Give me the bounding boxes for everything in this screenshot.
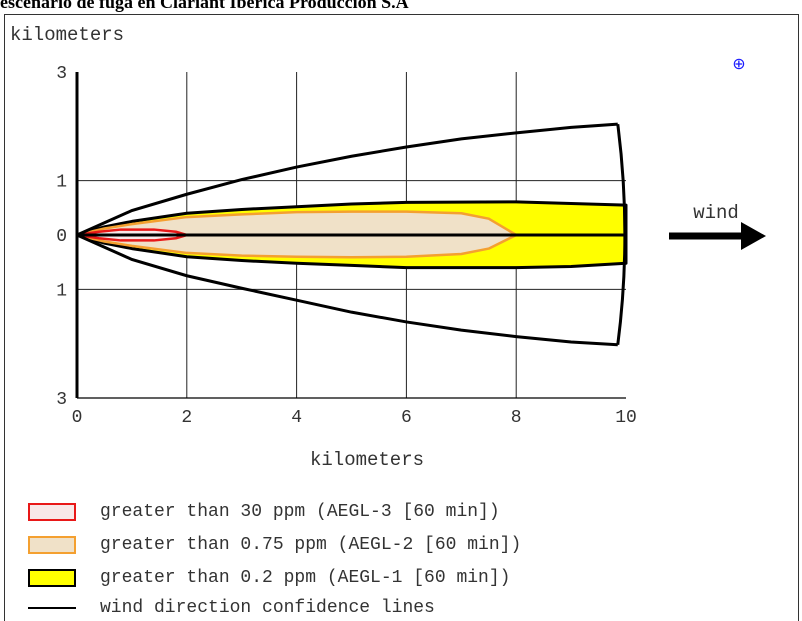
chart-axes bbox=[75, 72, 626, 399]
confidence-arc bbox=[616, 123, 627, 345]
page-title: escenario de fuga en Clariant Ibérica Pr… bbox=[0, 0, 409, 12]
legend-swatch bbox=[28, 503, 76, 521]
compass-icon: ⊕ bbox=[732, 54, 745, 73]
y-tick-label: 0 bbox=[56, 227, 67, 247]
x-tick-label: 6 bbox=[401, 408, 412, 428]
plot-frame bbox=[4, 14, 799, 621]
y-tick-label: 3 bbox=[56, 64, 67, 84]
x-tick-label: 10 bbox=[615, 408, 637, 428]
x-tick-label: 8 bbox=[511, 408, 522, 428]
legend-swatch bbox=[28, 536, 76, 554]
legend-label: greater than 0.75 ppm (AEGL-2 [60 min]) bbox=[100, 535, 522, 555]
y-axis-label: kilometers bbox=[10, 24, 124, 46]
confidence-lines bbox=[76, 122, 627, 347]
y-tick-label: 1 bbox=[56, 281, 67, 301]
legend-swatch bbox=[28, 569, 76, 587]
legend-label: greater than 30 ppm (AEGL-3 [60 min]) bbox=[100, 502, 500, 522]
x-tick-label: 0 bbox=[72, 408, 83, 428]
legend-label: greater than 0.2 ppm (AEGL-1 [60 min]) bbox=[100, 568, 511, 588]
confidence-line-lower bbox=[76, 233, 618, 347]
legend-line-swatch bbox=[28, 607, 76, 609]
wind-label: wind bbox=[693, 202, 739, 224]
y-tick-label: 3 bbox=[56, 390, 67, 410]
wind-arrow-icon bbox=[669, 222, 766, 250]
legend-label: wind direction confidence lines bbox=[100, 598, 435, 618]
x-axis-label: kilometers bbox=[310, 449, 424, 471]
x-tick-label: 2 bbox=[181, 408, 192, 428]
threat-zones bbox=[75, 200, 628, 270]
x-tick-label: 4 bbox=[291, 408, 302, 428]
y-tick-label: 1 bbox=[56, 173, 67, 193]
confidence-line-upper bbox=[76, 122, 618, 237]
